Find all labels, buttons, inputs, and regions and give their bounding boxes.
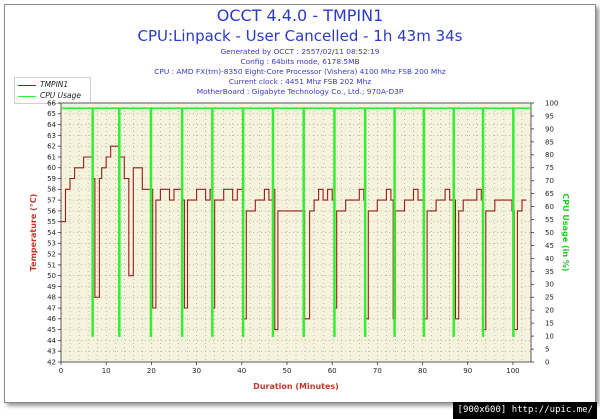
axes-group: 0 10 20 30 40 50 60 70 80 90 100424344454647484950… (47, 99, 558, 375)
y-right-tick-label: 55 (545, 216, 554, 224)
y-left-tick-label: 50 (47, 272, 56, 280)
info-cpu: CPU : AMD FX(tm)-8350 Eight-Core Process… (154, 67, 446, 76)
x-tick-label: 40 (237, 367, 246, 375)
y-left-tick-label: 43 (47, 348, 56, 356)
y-left-tick-label: 52 (47, 250, 56, 258)
x-tick-label: 50 (283, 367, 292, 375)
info-clock: Current clock : 4451 Mhz FSB 202 Mhz (228, 77, 372, 86)
legend-label-tmpin1: TMPIN1 (40, 80, 69, 89)
y-right-tick-label: 45 (545, 242, 554, 250)
info-generated: Generated by OCCT : 2557/02/11 08:52:19 (220, 47, 380, 56)
y-right-tick-label: 20 (545, 307, 554, 315)
y-left-tick-label: 42 (47, 358, 56, 366)
chart-title: OCCT 4.4.0 - TMPIN1 (216, 6, 384, 25)
footer-watermark: [900x600] http://upic.me/ (453, 402, 597, 419)
y-left-tick-label: 61 (47, 153, 56, 161)
series-line-cpu-usage (61, 107, 531, 337)
chart-legend: TMPIN1 CPU Usage (14, 77, 91, 104)
y-right-tick-label: 0 (545, 358, 549, 366)
x-tick-label: 60 (328, 367, 337, 375)
y-axis-right-label: CPU Usage (in %) (561, 193, 570, 271)
x-tick-label: 70 (373, 367, 382, 375)
y-left-tick-label: 48 (47, 294, 56, 302)
chart-subtitle: CPU:Linpack - User Cancelled - 1h 43m 34… (137, 27, 463, 45)
y-right-tick-label: 85 (545, 138, 554, 146)
info-config: Config : 64bits mode, 6178.5MB (240, 57, 360, 66)
y-right-tick-label: 70 (545, 177, 554, 185)
y-right-tick-label: 35 (545, 268, 554, 276)
y-right-tick-label: 10 (545, 333, 554, 341)
y-right-tick-label: 65 (545, 190, 554, 198)
y-left-tick-label: 62 (47, 143, 56, 151)
y-left-tick-label: 60 (47, 164, 56, 172)
y-left-tick-label: 45 (47, 326, 56, 334)
y-right-tick-label: 75 (545, 164, 554, 172)
y-left-tick-label: 49 (47, 283, 56, 291)
x-tick-label: 30 (192, 367, 201, 375)
y-right-tick-label: 60 (545, 203, 554, 211)
y-axis-left-label: Temperature (°C) (29, 194, 38, 272)
y-right-tick-label: 50 (545, 229, 554, 237)
y-right-tick-label: 30 (545, 281, 554, 289)
y-right-tick-label: 80 (545, 151, 554, 159)
legend-label-cpu: CPU Usage (40, 91, 82, 100)
y-right-tick-label: 15 (545, 320, 554, 328)
y-left-tick-label: 53 (47, 240, 56, 248)
y-right-tick-label: 25 (545, 294, 554, 302)
x-tick-label: 80 (418, 367, 427, 375)
series-group (61, 107, 531, 337)
x-tick-label: 90 (463, 367, 472, 375)
y-left-tick-label: 54 (47, 229, 56, 237)
x-axis-label: Duration (Minutes) (253, 382, 339, 391)
info-motherboard: MotherBoard : Gigabyte Technology Co., L… (196, 87, 404, 96)
y-left-tick-label: 44 (47, 337, 56, 345)
y-left-tick-label: 66 (47, 99, 56, 107)
legend-swatch-cpu (18, 96, 36, 97)
y-left-tick-label: 51 (47, 261, 56, 269)
y-left-tick-label: 56 (47, 207, 56, 215)
legend-swatch-tmpin1 (18, 85, 36, 86)
y-right-tick-label: 95 (545, 112, 554, 120)
x-tick-label: 100 (506, 367, 519, 375)
x-tick-label: 20 (147, 367, 156, 375)
y-right-tick-label: 100 (545, 99, 558, 107)
y-right-tick-label: 40 (545, 255, 554, 263)
y-right-tick-label: 5 (545, 345, 549, 353)
y-left-tick-label: 47 (47, 304, 56, 312)
y-left-tick-label: 57 (47, 197, 56, 205)
y-left-tick-label: 58 (47, 186, 56, 194)
y-left-tick-label: 63 (47, 132, 56, 140)
y-left-tick-label: 55 (47, 218, 56, 226)
y-left-tick-label: 65 (47, 110, 56, 118)
y-left-tick-label: 46 (47, 315, 56, 323)
y-left-tick-label: 64 (47, 121, 56, 129)
x-tick-label: 10 (102, 367, 111, 375)
y-left-tick-label: 59 (47, 175, 56, 183)
x-tick-label: 0 (59, 367, 63, 375)
y-right-tick-label: 90 (545, 125, 554, 133)
